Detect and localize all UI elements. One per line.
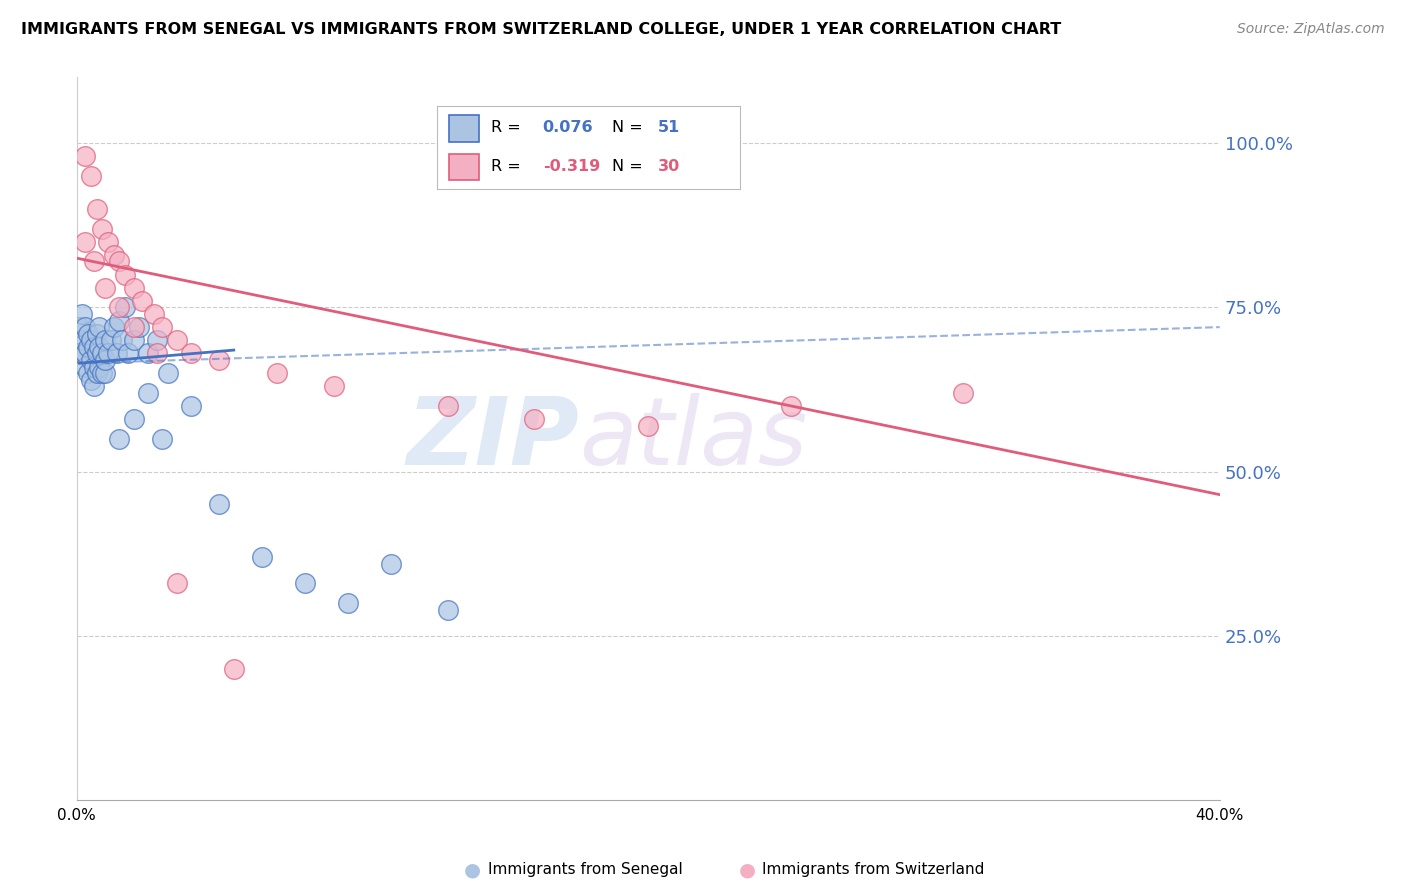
Point	[94, 366, 117, 380]
Point	[637, 418, 659, 433]
Point	[108, 313, 131, 327]
Point	[166, 576, 188, 591]
Point	[111, 333, 134, 347]
Point	[523, 412, 546, 426]
Point	[89, 340, 111, 354]
Point	[437, 602, 460, 616]
Text: ●: ●	[738, 860, 755, 880]
Point	[136, 346, 159, 360]
Point	[322, 379, 344, 393]
Point	[136, 385, 159, 400]
Point	[150, 320, 173, 334]
Point	[75, 235, 97, 249]
Point	[117, 346, 139, 360]
Point	[122, 320, 145, 334]
Point	[86, 366, 108, 380]
Text: Source: ZipAtlas.com: Source: ZipAtlas.com	[1237, 22, 1385, 37]
Point	[100, 333, 122, 347]
Point	[72, 307, 94, 321]
Point	[67, 346, 90, 360]
Point	[91, 221, 114, 235]
Point	[108, 432, 131, 446]
Text: ●: ●	[464, 860, 481, 880]
Point	[105, 346, 128, 360]
Point	[77, 340, 100, 354]
Point	[67, 320, 90, 334]
Point	[780, 399, 803, 413]
Point	[952, 385, 974, 400]
Point	[75, 359, 97, 374]
Point	[145, 333, 167, 347]
Point	[80, 373, 103, 387]
Point	[122, 281, 145, 295]
Text: Immigrants from Senegal: Immigrants from Senegal	[488, 863, 683, 877]
Point	[208, 353, 231, 368]
Text: atlas: atlas	[579, 393, 808, 484]
Point	[75, 320, 97, 334]
Point	[97, 235, 120, 249]
Point	[122, 333, 145, 347]
Point	[77, 326, 100, 341]
Point	[91, 346, 114, 360]
Point	[94, 281, 117, 295]
Point	[83, 379, 105, 393]
Point	[94, 353, 117, 368]
Point	[83, 254, 105, 268]
Point	[103, 320, 125, 334]
Point	[180, 399, 202, 413]
Point	[75, 346, 97, 360]
Point	[83, 340, 105, 354]
Point	[77, 366, 100, 380]
Point	[252, 550, 274, 565]
Point	[75, 149, 97, 163]
Point	[86, 346, 108, 360]
Point	[145, 346, 167, 360]
Point	[80, 169, 103, 183]
Point	[83, 359, 105, 374]
Point	[103, 248, 125, 262]
Text: Immigrants from Switzerland: Immigrants from Switzerland	[762, 863, 984, 877]
Point	[94, 333, 117, 347]
Point	[89, 359, 111, 374]
Text: ZIP: ZIP	[406, 392, 579, 484]
Point	[150, 432, 173, 446]
Point	[86, 326, 108, 341]
Point	[86, 202, 108, 216]
Point	[437, 399, 460, 413]
Point	[114, 268, 136, 282]
Point	[294, 576, 316, 591]
Point	[91, 366, 114, 380]
Point	[97, 346, 120, 360]
Point	[80, 353, 103, 368]
Point	[114, 301, 136, 315]
Point	[72, 333, 94, 347]
Point	[222, 662, 245, 676]
Point	[208, 498, 231, 512]
Point	[131, 293, 153, 308]
Point	[122, 412, 145, 426]
Point	[156, 366, 179, 380]
Point	[89, 320, 111, 334]
Point	[166, 333, 188, 347]
Point	[380, 557, 402, 571]
Point	[266, 366, 288, 380]
Point	[108, 254, 131, 268]
Text: IMMIGRANTS FROM SENEGAL VS IMMIGRANTS FROM SWITZERLAND COLLEGE, UNDER 1 YEAR COR: IMMIGRANTS FROM SENEGAL VS IMMIGRANTS FR…	[21, 22, 1062, 37]
Point	[337, 596, 360, 610]
Point	[128, 320, 150, 334]
Point	[108, 301, 131, 315]
Point	[180, 346, 202, 360]
Point	[142, 307, 165, 321]
Point	[80, 333, 103, 347]
